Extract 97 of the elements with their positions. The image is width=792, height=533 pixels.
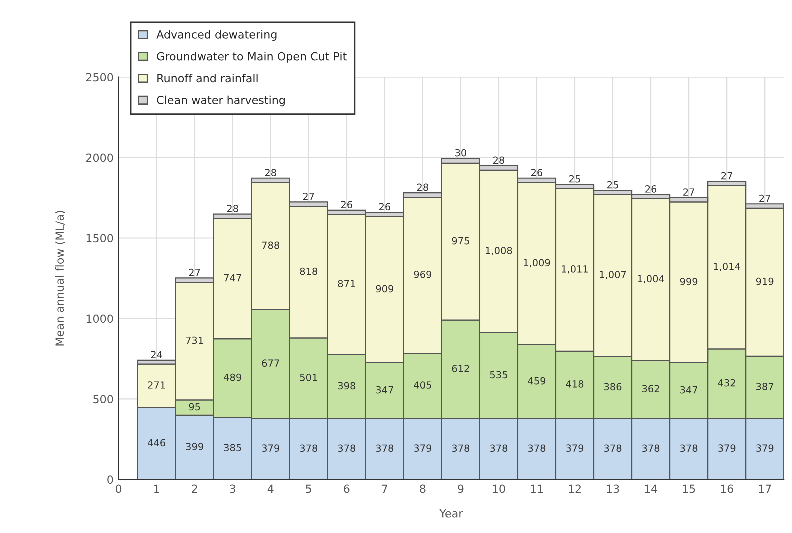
data-label: 28 <box>265 169 276 176</box>
data-label: 379 <box>718 444 736 452</box>
data-label: 405 <box>414 382 432 389</box>
x-tick-label: 4 <box>268 484 274 494</box>
data-label: 28 <box>227 205 238 212</box>
data-label: 379 <box>414 444 432 452</box>
data-label: 30 <box>456 149 466 157</box>
data-label: 379 <box>756 444 774 452</box>
data-label: 535 <box>490 371 508 379</box>
y-tick-label: 2000 <box>86 154 114 162</box>
data-label: 999 <box>680 278 698 286</box>
data-label: 28 <box>417 184 428 192</box>
y-axis-title: Mean annual flow (ML/a) <box>55 211 66 346</box>
data-label: 27 <box>189 268 200 276</box>
data-label: 27 <box>760 194 770 202</box>
data-label: 788 <box>262 242 280 250</box>
data-label: 418 <box>566 380 584 388</box>
data-label: 27 <box>684 188 694 196</box>
x-axis-title: Year <box>440 510 464 518</box>
data-label: 446 <box>148 439 166 447</box>
data-label: 378 <box>452 444 470 452</box>
y-tick-label: 1000 <box>86 314 114 324</box>
y-tick-label: 0 <box>108 476 114 484</box>
data-label: 818 <box>300 268 318 276</box>
x-tick-label: 14 <box>645 484 658 494</box>
x-tick-label: 11 <box>531 484 544 494</box>
legend-label: Advanced dewatering <box>156 30 277 42</box>
data-label: 347 <box>376 386 394 394</box>
data-label: 747 <box>224 274 242 282</box>
x-tick-label: 10 <box>493 484 506 494</box>
data-label: 386 <box>604 383 622 391</box>
data-label: 271 <box>148 382 166 389</box>
x-tick-label: 15 <box>683 484 696 494</box>
x-tick-label: 3 <box>230 484 236 494</box>
data-label: 25 <box>608 181 618 189</box>
data-label: 26 <box>379 203 390 211</box>
data-label: 731 <box>186 336 204 344</box>
y-tick-label: 500 <box>94 395 114 404</box>
x-tick-label: 5 <box>306 484 312 494</box>
data-label: 919 <box>756 278 774 286</box>
data-label: 378 <box>642 444 660 452</box>
data-label: 28 <box>493 156 504 164</box>
data-label: 26 <box>532 169 543 176</box>
x-tick-label: 9 <box>458 484 464 494</box>
data-label: 1,011 <box>562 266 588 274</box>
data-label: 378 <box>528 444 546 452</box>
data-label: 1,014 <box>714 263 740 272</box>
data-label: 362 <box>642 385 660 393</box>
x-tick-label: 1 <box>154 484 160 494</box>
data-label: 1,004 <box>638 275 664 284</box>
data-label: 432 <box>718 379 736 387</box>
x-tick-label: 0 <box>116 484 122 494</box>
x-tick-label: 7 <box>382 484 388 494</box>
data-label: 501 <box>300 374 318 382</box>
y-tick-label: 1500 <box>86 234 114 243</box>
data-label: 24 <box>151 351 162 358</box>
data-label: 347 <box>680 386 698 394</box>
data-label: 1,008 <box>486 247 512 256</box>
legend-label: Runoff and rainfall <box>158 74 258 83</box>
data-label: 1,007 <box>600 271 626 280</box>
data-label: 26 <box>341 201 352 209</box>
data-label: 677 <box>262 360 280 368</box>
data-label: 27 <box>722 172 732 180</box>
data-label: 378 <box>604 444 622 452</box>
data-label: 95 <box>189 403 200 411</box>
data-label: 975 <box>452 237 470 245</box>
x-tick-label: 2 <box>192 484 198 494</box>
data-label: 378 <box>490 444 508 452</box>
data-label: 27 <box>303 192 314 200</box>
data-label: 1,009 <box>524 259 550 268</box>
data-label: 378 <box>680 444 698 452</box>
data-label: 398 <box>338 382 356 390</box>
data-label: 459 <box>528 377 546 385</box>
legend-label: Clean water harvesting <box>157 96 285 107</box>
x-tick-label: 17 <box>759 484 772 494</box>
x-tick-label: 13 <box>607 484 620 494</box>
x-tick-label: 12 <box>569 484 581 494</box>
x-tick-label: 6 <box>344 484 350 494</box>
data-label: 378 <box>338 444 356 452</box>
data-label: 969 <box>414 270 432 278</box>
data-label: 26 <box>646 186 657 193</box>
x-tick-label: 16 <box>721 484 734 494</box>
data-label: 909 <box>376 285 394 293</box>
data-label: 871 <box>338 280 356 288</box>
data-label: 489 <box>224 374 242 382</box>
data-label: 387 <box>756 383 774 390</box>
data-label: 385 <box>224 444 242 452</box>
data-label: 399 <box>186 443 204 450</box>
data-label: 378 <box>300 444 318 452</box>
x-tick-label: 8 <box>420 484 426 494</box>
y-tick-label: 2500 <box>86 73 114 82</box>
data-label: 379 <box>566 444 584 452</box>
legend-label: Groundwater to Main Open Cut Pit <box>157 52 347 63</box>
data-label: 378 <box>376 444 394 452</box>
data-label: 379 <box>262 444 280 452</box>
data-label: 612 <box>452 365 470 372</box>
data-label: 25 <box>570 175 580 183</box>
